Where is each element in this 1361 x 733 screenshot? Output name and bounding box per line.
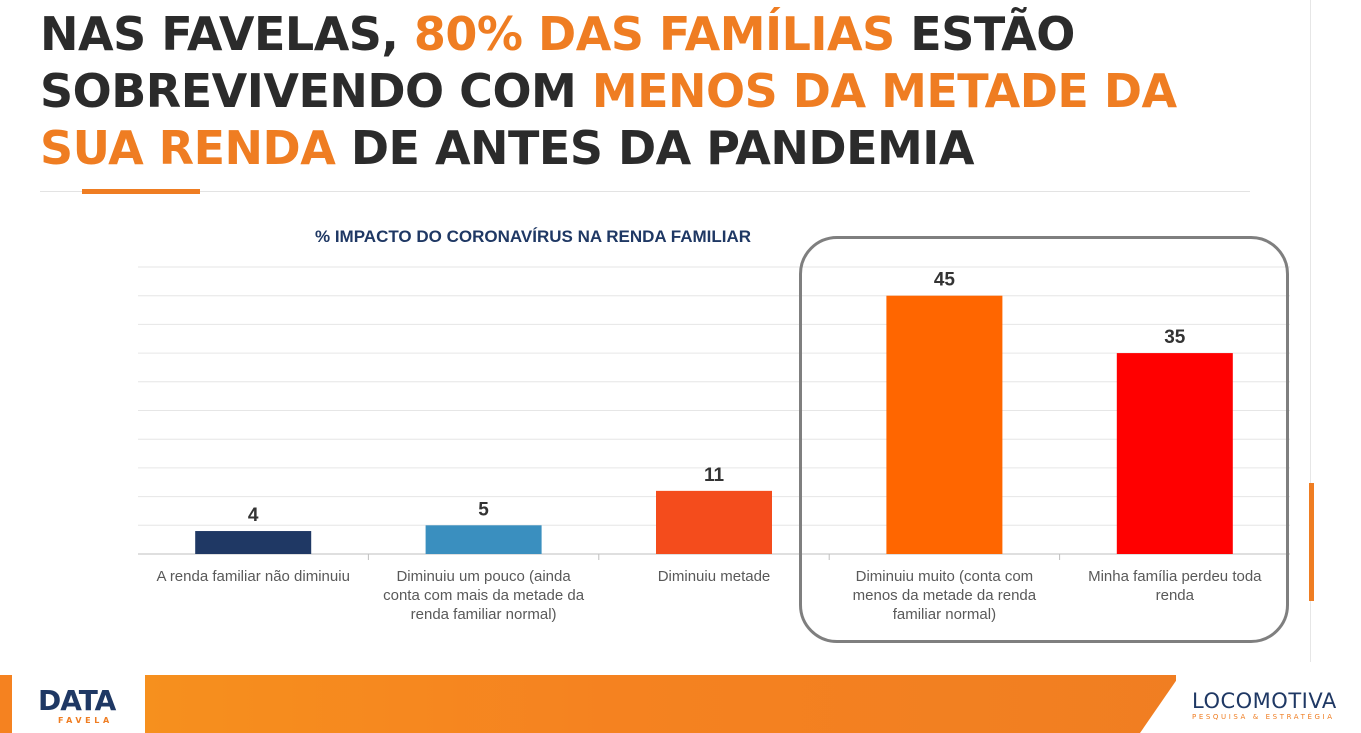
category-label-4: Diminuiu muito (conta com menos da metade… xyxy=(853,568,1037,623)
highlight-box xyxy=(799,236,1289,643)
data-favela-logo-sub: FAVELA xyxy=(58,716,113,725)
title-highlight-1: 80% DAS FAMÍLIAS xyxy=(413,7,895,61)
data-label-3: 11 xyxy=(704,465,725,486)
footer-left-panel xyxy=(0,675,145,733)
category-label-5: Minha família perdeu toda renda xyxy=(1088,568,1262,604)
category-label-line: menos da metade da renda xyxy=(853,587,1037,604)
locomotiva-logo-sub: PESQUISA & ESTRATÉGIA xyxy=(1192,713,1335,721)
title-divider-accent xyxy=(82,189,200,194)
category-label-line: conta com mais da metade da xyxy=(383,587,585,604)
category-label-2: Diminuiu um pouco (ainda conta com mais d… xyxy=(383,568,585,623)
chart-title: % IMPACTO DO CORONAVÍRUS NA RENDA FAMILI… xyxy=(315,227,752,246)
category-label-line: Diminuiu muito (conta com xyxy=(856,568,1034,585)
footer-left-strip xyxy=(0,675,12,733)
locomotiva-logo-main: LOCOMOTIVA xyxy=(1192,689,1337,713)
right-edge-line xyxy=(1310,0,1311,662)
title-part-3: DE ANTES DA PANDEMIA xyxy=(335,121,975,175)
title-part-1: NAS FAVELAS, xyxy=(40,7,414,61)
category-label-line: renda xyxy=(1156,587,1195,604)
category-label-line: familiar normal) xyxy=(893,606,996,623)
footer-bar xyxy=(0,675,1361,733)
locomotiva-logo: LOCOMOTIVA PESQUISA & ESTRATÉGIA xyxy=(1192,689,1337,721)
bar-chart: 4 A renda familiar não diminuiu 5 Diminuiu … xyxy=(138,266,1290,623)
category-label-line: Diminuiu um pouco (ainda xyxy=(396,568,571,585)
bar-3 xyxy=(656,490,772,554)
bar-2 xyxy=(425,525,542,554)
footer-right-panel xyxy=(1176,675,1361,733)
category-label-line: Diminuiu metade xyxy=(658,568,771,585)
bar-4 xyxy=(886,295,1003,554)
data-label-2: 5 xyxy=(478,499,489,520)
category-label-line: A renda familiar não diminuiu xyxy=(156,568,349,585)
category-label-line: Minha família perdeu toda xyxy=(1088,568,1262,585)
data-favela-logo-main: DATA xyxy=(38,684,116,717)
category-label-3: Diminuiu metade xyxy=(658,568,771,585)
data-label-1: 4 xyxy=(248,505,259,526)
footer-right-cut xyxy=(1140,675,1180,733)
title-highlight-2: MENOS DA METADE DA SUA RENDA xyxy=(40,64,1177,175)
right-edge-accent xyxy=(1309,483,1314,601)
data-label-5: 35 xyxy=(1164,327,1186,348)
page-title: NAS FAVELAS, 80% DAS FAMÍLIAS ESTÃO SOBR… xyxy=(40,6,1280,177)
title-divider xyxy=(40,191,1250,192)
data-label-4: 45 xyxy=(934,270,956,291)
bar-1 xyxy=(195,531,312,554)
title-part-2: ESTÃO SOBREVIVENDO COM xyxy=(40,7,1075,118)
category-label-1: A renda familiar não diminuiu xyxy=(156,568,349,585)
bar-5 xyxy=(1116,353,1233,554)
data-favela-logo: DATA FAVELA xyxy=(38,684,116,726)
category-label-line: renda familiar normal) xyxy=(411,606,557,623)
